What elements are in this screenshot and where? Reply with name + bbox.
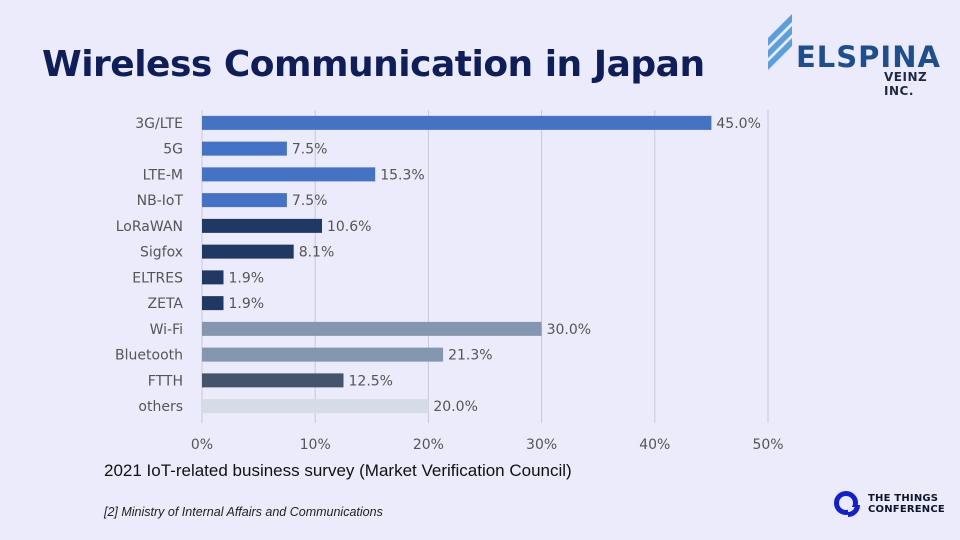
conference-logo: THE THINGS CONFERENCE (832, 489, 952, 521)
data-label: 30.0% (547, 322, 591, 338)
category-label: ZETA (148, 296, 184, 312)
data-label: 1.9% (229, 296, 265, 312)
category-label: Bluetooth (115, 348, 183, 364)
x-tick-label: 30% (526, 437, 557, 453)
data-label: 1.9% (229, 270, 265, 286)
category-label: 5G (163, 142, 183, 158)
category-label: FTTH (148, 373, 183, 389)
x-tick-label: 40% (639, 437, 670, 453)
data-label: 7.5% (292, 142, 328, 158)
source-note: [2] Ministry of Internal Affairs and Com… (104, 505, 383, 519)
data-label: 12.5% (349, 373, 393, 389)
data-label: 21.3% (448, 348, 492, 364)
bar (202, 141, 287, 156)
bar (202, 115, 712, 130)
page-title: Wireless Communication in Japan (42, 44, 705, 85)
category-label: LoRaWAN (116, 219, 183, 235)
bar (202, 296, 224, 311)
x-tick-label: 10% (300, 437, 331, 453)
category-label: Wi-Fi (150, 322, 183, 338)
conference-ring-icon (834, 491, 860, 517)
bar (202, 270, 224, 285)
x-tick-label: 0% (191, 437, 213, 453)
data-label: 15.3% (380, 167, 424, 183)
category-label: Sigfox (140, 245, 183, 261)
data-label: 45.0% (716, 116, 760, 132)
bar (202, 347, 444, 362)
bar (202, 373, 344, 388)
bar (202, 167, 376, 182)
conference-name: THE THINGS CONFERENCE (868, 493, 945, 515)
data-label: 8.1% (299, 245, 335, 261)
category-label: 3G/LTE (135, 116, 183, 132)
x-tick-label: 20% (413, 437, 444, 453)
data-label: 10.6% (327, 219, 371, 235)
x-tick-label: 50% (752, 437, 783, 453)
brand-subtitle: VEINZ INC. (884, 70, 928, 98)
category-label: NB-IoT (137, 193, 184, 209)
bar (202, 193, 287, 208)
chart-caption: 2021 IoT-related business survey (Market… (104, 461, 572, 480)
bar (202, 244, 294, 259)
category-label: others (138, 399, 183, 415)
brand-name: ELSPINA (796, 40, 941, 74)
bar (202, 218, 322, 233)
bar (202, 321, 542, 336)
brand-stripes-icon (768, 14, 792, 70)
category-label: ELTRES (132, 270, 183, 286)
brand-logo: ELSPINA VEINZ INC. (764, 8, 954, 98)
data-label: 7.5% (292, 193, 328, 209)
bar (202, 399, 429, 414)
data-label: 20.0% (433, 399, 477, 415)
category-label: LTE-M (143, 167, 183, 183)
